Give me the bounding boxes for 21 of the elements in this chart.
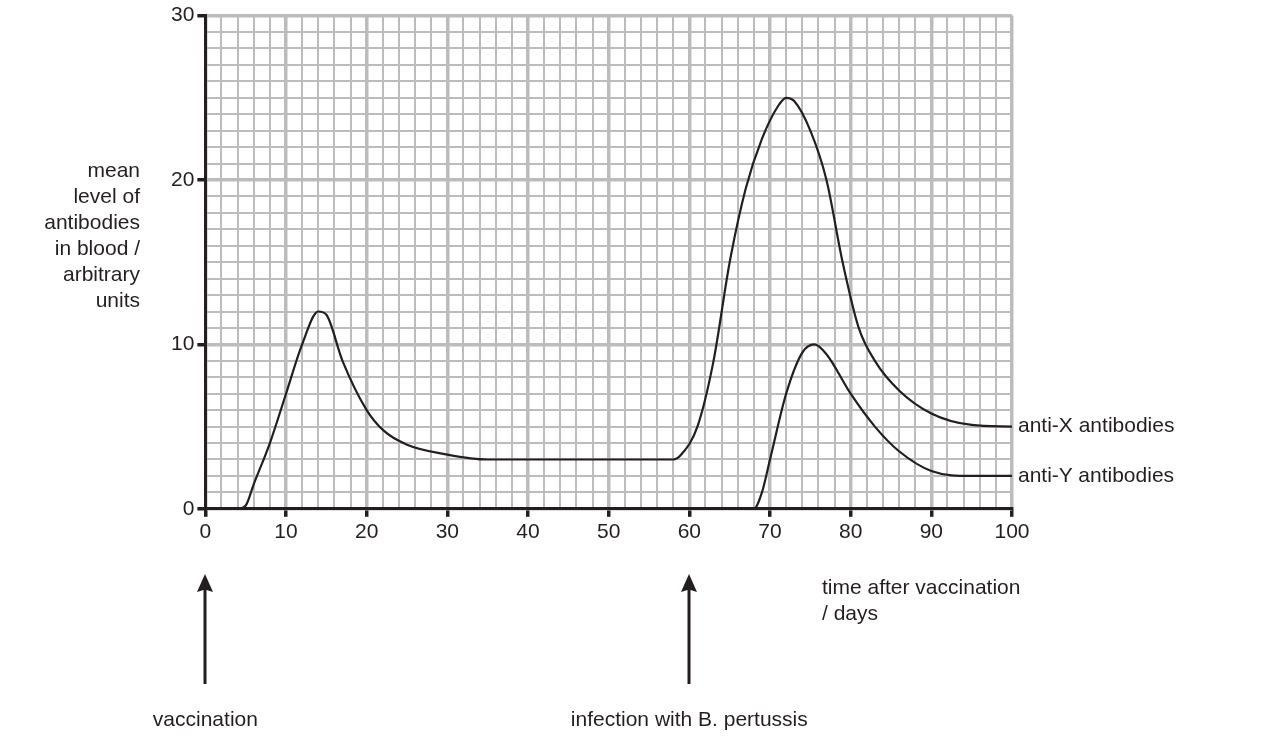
text: vaccination (152, 705, 258, 732)
y-tick-label: 10 (171, 331, 195, 355)
x-axis-title: time after vaccination / days (822, 573, 1022, 626)
text: infection with B. pertussis (570, 705, 808, 732)
series-label: anti-X antibodies (1018, 413, 1175, 437)
x-tick-label: 40 (516, 519, 540, 543)
x-tick-label: 100 (994, 519, 1030, 543)
y-tick-label: 30 (171, 2, 195, 26)
x-tick-label: 90 (919, 519, 944, 543)
x-tick-label: 80 (838, 519, 863, 543)
x-tick-label: 50 (597, 519, 621, 543)
y-tick-label: 0 (182, 495, 195, 519)
y-axis-title: mean level of antibodies in blood / arbitrary units (43, 157, 140, 314)
x-tick-label: 20 (355, 519, 379, 543)
x-tick-label: 60 (677, 519, 702, 543)
x-tick-label: 0 (199, 519, 212, 543)
x-tick-label: 30 (435, 519, 460, 543)
y-tick-label: 20 (171, 166, 195, 190)
series-label: anti-Y antibodies (1018, 462, 1175, 486)
x-tick-label: 10 (274, 519, 298, 543)
x-tick-label: 70 (758, 519, 782, 543)
